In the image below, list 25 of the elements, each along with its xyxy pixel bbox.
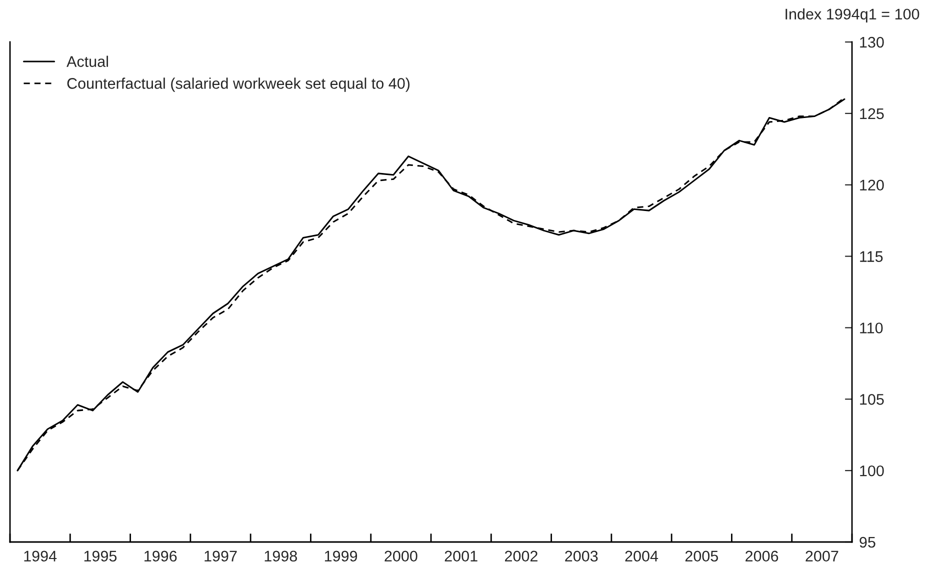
y-tick-label: 115: [860, 251, 883, 262]
legend-label: Counterfactual (salaried workweek set equal to 40): [67, 78, 410, 92]
x-tick-label: 1994: [24, 550, 57, 562]
x-tick-label: 1995: [84, 550, 117, 562]
x-tick-label: 2007: [806, 550, 838, 562]
y-tick-label: 110: [860, 322, 883, 334]
y-tick-label: 125: [860, 108, 884, 120]
x-tick-label: 1999: [324, 550, 358, 562]
x-tick-label: 1996: [144, 550, 177, 562]
y-tick-label: 130: [860, 36, 884, 48]
y-axis-title: Index 1994q1 = 100: [786, 8, 920, 23]
x-tick-label: 2001: [444, 550, 478, 562]
legend-label: Actual: [66, 56, 108, 67]
x-tick-label: 2000: [384, 550, 418, 562]
y-tick-label: 95: [860, 536, 876, 548]
x-tick-label: 1997: [204, 550, 237, 562]
y-tick-label: 100: [860, 465, 884, 476]
x-tick-label: 2002: [504, 550, 538, 562]
y-tick-label: 120: [860, 180, 884, 191]
x-tick-label: 2005: [685, 550, 718, 562]
x-tick-label: 2006: [746, 550, 778, 562]
x-tick-label: 1998: [264, 550, 297, 562]
x-tick-label: 2003: [565, 550, 598, 562]
y-tick-label: 105: [860, 394, 884, 405]
x-tick-label: 2004: [625, 550, 658, 562]
